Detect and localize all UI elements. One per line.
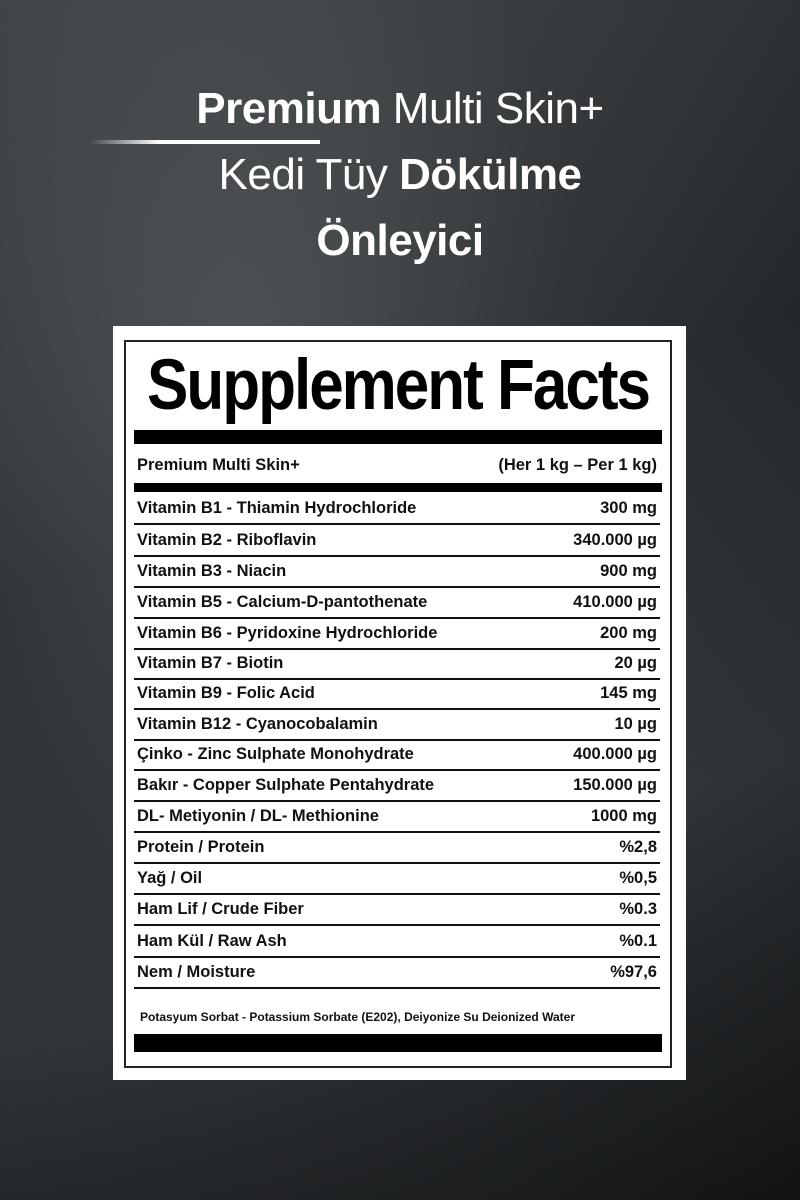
headline-line1-rest: Multi Skin+ (381, 84, 604, 133)
ingredients-note: Potasyum Sorbat - Potassium Sorbate (E20… (140, 1010, 575, 1024)
nutrient-row: Ham Kül / Raw Ash %0.1 (134, 927, 660, 958)
nutrient-amount: 340.000 µg (573, 531, 657, 549)
nutrient-row: Nem / Moisture %97,6 (134, 958, 660, 989)
nutrient-name: Vitamin B12 - Cyanocobalamin (137, 715, 378, 733)
nutrient-name: Vitamin B2 - Riboflavin (137, 531, 317, 549)
nutrient-row: Vitamin B2 - Riboflavin 340.000 µg (134, 526, 660, 557)
nutrient-amount: 410.000 µg (573, 593, 657, 611)
headline-line1-bold: Premium (196, 84, 382, 133)
nutrient-amount: 150.000 µg (573, 776, 657, 794)
nutrient-row: DL- Metiyonin / DL- Methionine 1000 mg (134, 802, 660, 833)
nutrient-name: Vitamin B9 - Folic Acid (137, 684, 315, 702)
nutrient-row: Vitamin B1 - Thiamin Hydrochloride 300 mg (134, 494, 660, 525)
nutrient-row: Vitamin B7 - Biotin 20 µg (134, 649, 660, 680)
nutrient-name: Ham Kül / Raw Ash (137, 932, 287, 950)
serving-size: (Her 1 kg – Per 1 kg) (498, 455, 657, 474)
nutrient-row: Ham Lif / Crude Fiber %0.3 (134, 895, 660, 926)
nutrient-amount: 400.000 µg (573, 745, 657, 763)
nutrient-name: Yağ / Oil (137, 869, 203, 887)
nutrient-row: Bakır - Copper Sulphate Pentahydrate 150.… (134, 771, 660, 802)
nutrient-name: Vitamin B3 - Niacin (137, 562, 287, 580)
nutrient-name: Vitamin B1 - Thiamin Hydrochloride (137, 499, 417, 517)
label-border: Supplement Facts Premium Multi Skin+ (He… (124, 340, 672, 1068)
nutrient-amount: %97,6 (610, 963, 657, 981)
nutrient-name: Bakır - Copper Sulphate Pentahydrate (137, 776, 435, 794)
product-name: Premium Multi Skin+ (137, 455, 300, 474)
headline-line2-bold: Dökülme (399, 150, 582, 199)
nutrient-row: Vitamin B12 - Cyanocobalamin 10 µg (134, 710, 660, 741)
nutrient-amount: %0,5 (619, 869, 657, 887)
headline: Premium Multi Skin+ Kedi Tüy Dökülme Önl… (0, 76, 800, 274)
nutrient-amount: 900 mg (600, 562, 657, 580)
nutrient-name: Protein / Protein (137, 838, 265, 856)
label-title: Supplement Facts (147, 345, 651, 426)
brush-stroke (90, 140, 320, 144)
nutrient-amount: 1000 mg (590, 807, 657, 825)
nutrient-row: Vitamin B5 - Calcium-D-pantothenate 410.0… (134, 588, 660, 619)
nutrient-amount: %0.3 (619, 900, 657, 918)
nutrient-row: Vitamin B6 - Pyridoxine Hydrochloride 200… (134, 619, 660, 650)
nutrient-name: Nem / Moisture (137, 963, 256, 981)
nutrient-name: Vitamin B7 - Biotin (137, 654, 284, 672)
nutrient-row: Vitamin B3 - Niacin 900 mg (134, 557, 660, 588)
nutrient-row: Protein / Protein %2,8 (134, 833, 660, 864)
nutrient-amount: %0.1 (619, 932, 657, 950)
nutrient-name: Vitamin B5 - Calcium-D-pantothenate (137, 593, 428, 611)
nutrient-name: DL- Metiyonin / DL- Methionine (137, 807, 379, 825)
headline-line3: Önleyici (316, 216, 484, 265)
nutrient-amount: 10 µg (614, 715, 657, 733)
nutrient-row: Çinko - Zinc Sulphate Monohydrate 400.000… (134, 740, 660, 771)
divider-thick (134, 430, 662, 444)
nutrient-amount: 145 mg (600, 684, 657, 702)
nutrient-name: Vitamin B6 - Pyridoxine Hydrochloride (137, 624, 438, 642)
nutrient-row: Vitamin B9 - Folic Acid 145 mg (134, 679, 660, 710)
nutrient-amount: %2,8 (619, 838, 657, 856)
nutrient-amount: 20 µg (614, 654, 657, 672)
nutrient-row: Yağ / Oil %0,5 (134, 864, 660, 895)
supplement-facts-label: Supplement Facts Premium Multi Skin+ (He… (113, 326, 686, 1080)
nutrient-name: Ham Lif / Crude Fiber (137, 900, 304, 918)
nutrient-amount: 300 mg (600, 499, 657, 517)
nutrient-amount: 200 mg (600, 624, 657, 642)
serving-row: Premium Multi Skin+ (Her 1 kg – Per 1 kg… (134, 448, 660, 482)
nutrient-name: Çinko - Zinc Sulphate Monohydrate (137, 745, 414, 763)
divider-thick (134, 483, 662, 492)
headline-line2-rest: Kedi Tüy (218, 150, 400, 199)
divider-bottom (134, 1034, 662, 1052)
